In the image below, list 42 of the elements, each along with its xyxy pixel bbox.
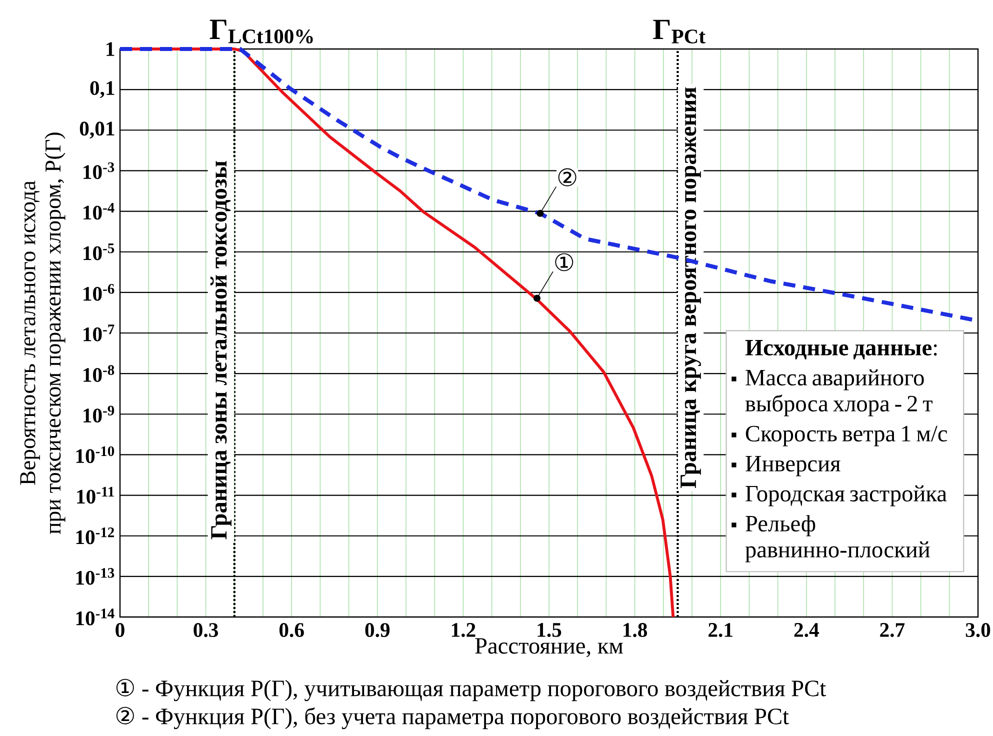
ref-line-label: Граница круга вероятного поражения — [680, 87, 701, 488]
annotation: Масса аварийного выброса хлора - 2 т — [745, 369, 932, 416]
x-tick-label: 3.0 — [966, 623, 990, 638]
y-tick-label: 10$^{-14}$ — [76, 608, 114, 626]
x-tick-label: 0.3 — [194, 623, 218, 638]
y-tick-label: 10$^{-5}$ — [84, 244, 114, 260]
annotation: Инверсия — [746, 456, 840, 476]
y-tick-label: 10$^{-10}$ — [76, 446, 114, 464]
y-tick-label: 0,1 — [90, 81, 114, 98]
y-tick-label: 10$^{-3}$ — [84, 162, 114, 180]
annotation: Г$_{LCt100%}$ — [210, 20, 313, 44]
annotation: Городская застройка — [746, 485, 947, 506]
x-axis-title: Расстояние, км — [475, 638, 623, 658]
annotation: Г$_{PCt}$ — [653, 20, 706, 44]
y-tick-label: 0,01 — [80, 122, 114, 139]
y-tick-label: 10$^{-9}$ — [84, 406, 114, 423]
annotation: Рельеф равнинно-плоский — [745, 515, 930, 562]
y-tick-label: 10$^{-13}$ — [76, 568, 114, 585]
x-tick-label: 2.4 — [794, 623, 819, 638]
y-axis-title: Вероятность летального исхода при токсическом поражении хлором, P(Г) — [20, 132, 66, 534]
x-tick-label: 2.1 — [708, 623, 732, 638]
x-tick-label: 1.2 — [452, 623, 476, 638]
y-tick-label: 10$^{-7}$ — [84, 324, 114, 342]
annotation: ② — [558, 168, 576, 186]
x-tick-label: 2.7 — [880, 623, 905, 638]
y-tick-label: 10$^{-12}$ — [76, 527, 114, 544]
y-tick-label: 10$^{-11}$ — [77, 486, 114, 504]
x-tick-label: 1.8 — [624, 623, 648, 638]
ref-line-label: Граница зоны летальной токсодозы — [210, 161, 232, 540]
y-tick-label: 1 — [106, 42, 114, 56]
y-tick-label: 10$^{-4}$ — [84, 202, 114, 220]
text: ② - Функция P(Г), без учета параметра порогового воздействия PCt — [116, 706, 789, 730]
y-tick-label: 10$^{-6}$ — [84, 284, 114, 301]
x-tick-label: 0.6 — [279, 623, 304, 638]
y-tick-label: 10$^{-8}$ — [84, 365, 114, 382]
text: ① - Функция P(Г), учитывающая параметр порогового воздействия PCt — [116, 678, 826, 702]
x-tick-label: 0.9 — [365, 623, 390, 638]
x-tick-label: 0 — [116, 623, 124, 638]
annotation: Исходные данные: — [745, 340, 937, 360]
annotation: ① — [555, 253, 574, 272]
x-tick-label: 1.5 — [538, 623, 562, 637]
annotation: Скорость ветра 1 м/с — [746, 426, 948, 446]
